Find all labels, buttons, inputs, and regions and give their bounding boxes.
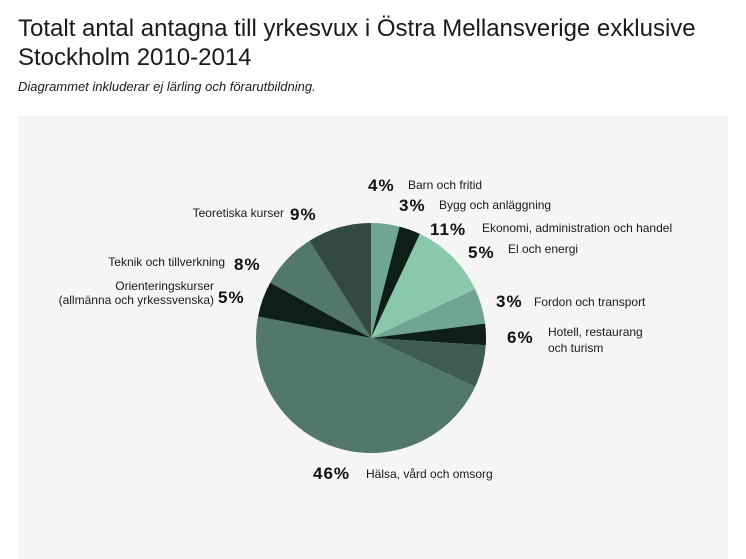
slice-label-el: El och energi bbox=[508, 242, 578, 256]
slice-label-barn: Barn och fritid bbox=[408, 178, 482, 192]
chart-title: Totalt antal antagna till yrkesvux i Öst… bbox=[18, 15, 696, 71]
chart-subtitle: Diagrammet inkluderar ej lärling och för… bbox=[18, 79, 316, 94]
pct-label-hotell: 6% bbox=[507, 328, 534, 347]
pie-slice-4 bbox=[371, 323, 486, 346]
pct-label-el: 5% bbox=[468, 243, 495, 262]
slice-label-ekonomi: Ekonomi, administration och handel bbox=[482, 221, 672, 235]
pie-slice-0 bbox=[371, 223, 400, 338]
pct-label-orientering: 5% bbox=[218, 288, 245, 307]
pie-slice-8 bbox=[270, 240, 371, 338]
pie-slice-2 bbox=[371, 233, 476, 338]
pie-slice-3 bbox=[371, 289, 486, 338]
slice-label-teoretiska: Teoretiska kurser bbox=[193, 206, 284, 220]
slice-label-bygg: Bygg och anläggning bbox=[439, 198, 551, 212]
pie-slice-9 bbox=[309, 223, 371, 338]
pie-slice-5 bbox=[371, 338, 486, 387]
pie-slices bbox=[256, 223, 486, 453]
slice-label-orientering-line1: Orienteringskurser bbox=[115, 279, 214, 293]
slice-label-halsa: Hälsa, vård och omsorg bbox=[366, 467, 493, 481]
pie-slice-7 bbox=[258, 282, 371, 338]
pie-labels: 4% Barn och fritid 3% Bygg och anläggnin… bbox=[59, 176, 673, 483]
pie-slice-1 bbox=[371, 226, 420, 338]
slice-label-orientering-line2: (allmänna och yrkessvenska) bbox=[59, 293, 214, 307]
slice-label-hotell-line2: och turism bbox=[548, 341, 603, 355]
slice-label-teknik: Teknik och tillverkning bbox=[108, 255, 225, 269]
slice-label-fordon: Fordon och transport bbox=[534, 295, 646, 309]
slice-label-hotell-line1: Hotell, restaurang bbox=[548, 325, 643, 339]
pct-label-fordon: 3% bbox=[496, 292, 523, 311]
pct-label-teoretiska: 9% bbox=[290, 205, 317, 224]
pie-slice-6 bbox=[256, 316, 476, 453]
pct-label-teknik: 8% bbox=[234, 255, 261, 274]
pct-label-ekonomi: 11% bbox=[430, 220, 466, 239]
pct-label-barn: 4% bbox=[368, 176, 395, 195]
pct-label-bygg: 3% bbox=[399, 196, 426, 215]
pct-label-halsa: 46% bbox=[313, 464, 350, 483]
